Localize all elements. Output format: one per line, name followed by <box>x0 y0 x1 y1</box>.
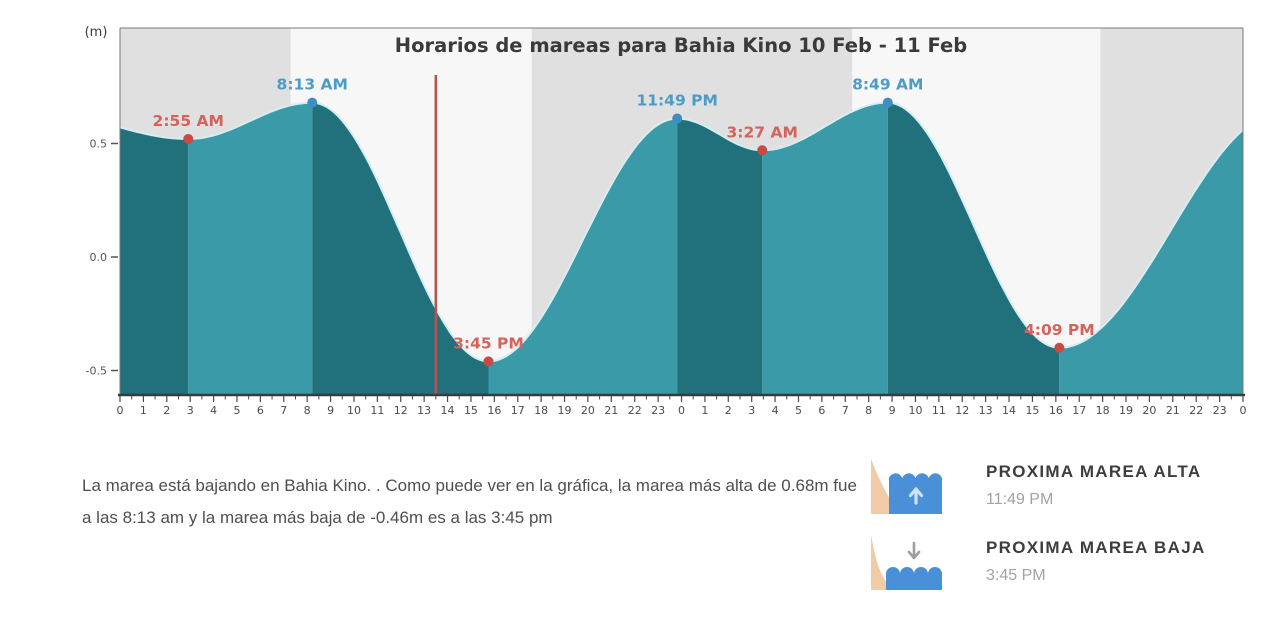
x-tick-label: 2 <box>725 404 732 417</box>
down-arrow-icon <box>907 541 921 560</box>
y-axis-unit-label: (m) <box>85 25 108 40</box>
x-tick-label: 6 <box>818 404 825 417</box>
x-tick-label: 4 <box>772 404 779 417</box>
x-tick-label: 10 <box>347 404 361 417</box>
x-tick-label: 2 <box>163 404 170 417</box>
x-tick-label: 3 <box>748 404 755 417</box>
next-high-tide-label: PROXIMA MAREA ALTA <box>986 462 1202 481</box>
x-tick-label: 18 <box>534 404 548 417</box>
x-tick-label: 22 <box>1189 404 1203 417</box>
high-tide-dot <box>307 97 318 108</box>
tide-summary-text: La marea está bajando en Bahia Kino. . C… <box>82 476 857 527</box>
tide-high-icon <box>871 459 942 514</box>
x-tick-label: 12 <box>955 404 969 417</box>
cliff-shape <box>871 535 892 590</box>
tide-area-rising <box>188 102 313 394</box>
x-tick-label: 13 <box>979 404 993 417</box>
x-tick-label: 20 <box>581 404 595 417</box>
next-low-tide-row: PROXIMA MAREA BAJA 3:45 PM <box>868 534 1260 592</box>
x-tick-label: 3 <box>187 404 194 417</box>
x-tick-label: 14 <box>441 404 455 417</box>
x-tick-label: 19 <box>558 404 572 417</box>
x-tick-label: 17 <box>1072 404 1086 417</box>
low-tide-dot <box>757 145 768 156</box>
low-tide-time-label: 3:45 PM <box>453 334 524 352</box>
x-tick-label: 15 <box>464 404 478 417</box>
x-tick-label: 12 <box>394 404 408 417</box>
x-tick-label: 11 <box>932 404 946 417</box>
x-tick-label: 9 <box>327 404 334 417</box>
x-tick-label: 18 <box>1096 404 1110 417</box>
tide-chart: 0 1 2 3 4 5 6 7 8 9 10 11 12 13 14 15 16 17 18 19 20 21 22 23 0 1… <box>85 25 1247 417</box>
x-tick-label: 11 <box>370 404 384 417</box>
next-low-tide-time: 3:45 PM <box>986 567 1046 584</box>
tide-area-falling <box>312 102 489 394</box>
next-low-tide-label: PROXIMA MAREA BAJA <box>986 538 1206 557</box>
tide-chart-svg: 0 1 2 3 4 5 6 7 8 9 10 11 12 13 14 15 16 17 18 19 20 21 22 23 0 1… <box>85 25 1247 417</box>
low-tide-time-label: 2:55 AM <box>153 112 224 130</box>
low-tide-dot <box>1054 342 1065 353</box>
cliff-shape <box>871 459 900 514</box>
next-high-tide-row: PROXIMA MAREA ALTA 11:49 PM <box>868 458 1260 516</box>
x-tick-label: 7 <box>842 404 849 417</box>
x-tick-label: 1 <box>140 404 147 417</box>
x-tick-label: 0 <box>1240 404 1247 417</box>
high-tide-dot <box>882 97 893 108</box>
x-tick-label: 17 <box>511 404 525 417</box>
low-tide-time-label: 4:09 PM <box>1024 321 1095 339</box>
low-tide-dot <box>483 356 494 367</box>
chart-layers: 0 1 2 3 4 5 6 7 8 9 10 11 12 13 14 15 16 17 18 19 20 21 22 23 0 1… <box>86 27 1247 417</box>
x-tick-label: 8 <box>304 404 311 417</box>
x-tick-label: 0 <box>117 404 124 417</box>
x-tick-label: 6 <box>257 404 264 417</box>
tide-low-icon <box>871 535 942 590</box>
x-tick-label: 23 <box>651 404 665 417</box>
low-tide-dot <box>183 133 194 144</box>
high-tide-time-label: 8:13 AM <box>277 76 348 94</box>
tide-area-falling <box>120 127 189 395</box>
y-tick-label: -0.5 <box>86 365 107 378</box>
x-tick-label: 14 <box>1002 404 1016 417</box>
high-tide-time-label: 11:49 PM <box>636 92 718 110</box>
tide-area-rising <box>762 102 888 394</box>
x-tick-label: 9 <box>889 404 896 417</box>
x-tick-label: 13 <box>417 404 431 417</box>
x-tick-label: 22 <box>628 404 642 417</box>
x-tick-label: 5 <box>233 404 240 417</box>
next-low-tide-info: PROXIMA MAREA BAJA 3:45 PM <box>986 534 1206 585</box>
x-tick-label: 21 <box>604 404 618 417</box>
high-tide-time-label: 8:49 AM <box>852 76 923 94</box>
x-tick-label: 8 <box>865 404 872 417</box>
x-tick-label: 19 <box>1119 404 1133 417</box>
x-tick-label: 4 <box>210 404 217 417</box>
tide-area-falling <box>887 102 1060 394</box>
x-tick-label: 23 <box>1213 404 1227 417</box>
tide-area-rising <box>1059 129 1243 394</box>
x-tick-label: 10 <box>908 404 922 417</box>
x-tick-label: 15 <box>1025 404 1039 417</box>
low-tide-time-label: 3:27 AM <box>727 123 798 141</box>
x-tick-label: 16 <box>1049 404 1063 417</box>
y-tick-label: 0.5 <box>90 138 108 151</box>
chart-title: Horarios de mareas para Bahia Kino 10 Fe… <box>395 34 968 57</box>
tide-area-falling <box>677 118 763 394</box>
up-arrow-icon <box>908 487 924 505</box>
next-high-tide-info: PROXIMA MAREA ALTA 11:49 PM <box>986 458 1201 509</box>
tide-area-rising <box>488 118 678 394</box>
low-water-shape <box>886 567 942 590</box>
x-tick-label: 5 <box>795 404 802 417</box>
x-tick-label: 16 <box>487 404 501 417</box>
high-tide-dot <box>672 113 683 124</box>
next-tides-panel: PROXIMA MAREA ALTA 11:49 PM PROXIMA MARE… <box>868 458 1260 610</box>
x-tick-label: 7 <box>280 404 287 417</box>
x-tick-label: 21 <box>1166 404 1180 417</box>
next-high-tide-time: 11:49 PM <box>986 491 1054 508</box>
x-tick-label: 0 <box>678 404 685 417</box>
x-tick-label: 20 <box>1142 404 1156 417</box>
y-tick-label: 0.0 <box>90 251 108 264</box>
x-tick-label: 1 <box>701 404 708 417</box>
